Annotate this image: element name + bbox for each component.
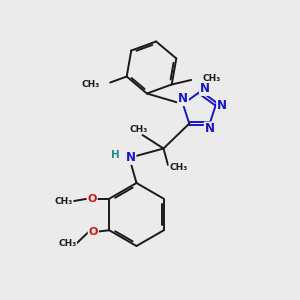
Text: O: O (88, 227, 98, 237)
Text: CH₃: CH₃ (81, 80, 100, 88)
Text: N: N (125, 151, 136, 164)
Text: H: H (110, 150, 119, 160)
Text: N: N (217, 99, 227, 112)
Text: CH₃: CH₃ (58, 238, 76, 247)
Text: N: N (178, 92, 188, 105)
Text: CH₃: CH₃ (169, 164, 188, 172)
Text: N: N (205, 122, 215, 136)
Text: O: O (87, 194, 97, 204)
Text: CH₃: CH₃ (202, 74, 221, 83)
Text: N: N (200, 82, 210, 95)
Text: CH₃: CH₃ (130, 124, 148, 134)
Text: CH₃: CH₃ (55, 197, 73, 206)
